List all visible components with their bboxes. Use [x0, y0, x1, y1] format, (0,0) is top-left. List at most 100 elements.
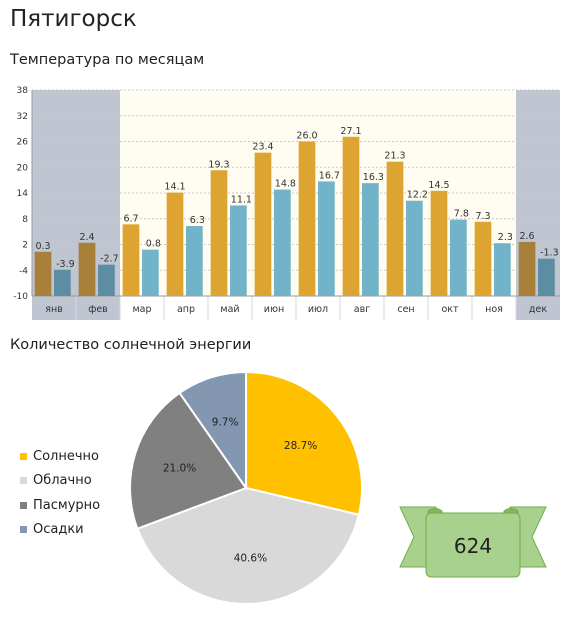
category-label-band — [120, 296, 164, 320]
legend-label-precipitation: Осадки — [33, 522, 84, 538]
pie-slice-sunny — [245, 370, 363, 516]
category-label-band — [472, 296, 516, 320]
data-label: 7.8 — [454, 209, 469, 220]
bar-high — [166, 192, 184, 296]
data-label: -1.3 — [540, 248, 559, 259]
pie-slice-overcast — [130, 391, 248, 530]
page-title: Пятигорск — [10, 6, 137, 32]
data-label: 26.0 — [296, 131, 317, 142]
data-label: 21.3 — [384, 151, 405, 162]
data-label: 19.3 — [208, 159, 229, 170]
pie-label: 28.7% — [284, 440, 317, 452]
category-label: май — [220, 304, 239, 315]
bar-low — [230, 205, 247, 296]
bar-high — [254, 152, 272, 296]
legend-swatch-cloudy — [20, 477, 27, 485]
category-label: апр — [177, 304, 195, 315]
bar-high — [78, 242, 96, 296]
pie-label: 40.6% — [234, 552, 267, 564]
data-label: 2.4 — [79, 232, 94, 243]
y-tick-label: 2 — [22, 241, 28, 251]
y-tick-label: -4 — [19, 266, 28, 276]
category-label: окт — [441, 304, 459, 315]
pie-legend: Солнечно Облачно Пасмурно Осадки — [20, 444, 100, 542]
y-tick-label: 38 — [17, 86, 29, 96]
category-label: дек — [529, 304, 547, 315]
bar-low — [54, 269, 71, 296]
bar-low — [142, 249, 159, 296]
category-label: мар — [132, 304, 151, 315]
legend-label-overcast: Пасмурно — [33, 497, 101, 513]
bar-low — [186, 226, 203, 296]
y-tick-label: 8 — [22, 215, 28, 225]
data-label: 11.1 — [231, 194, 252, 205]
pie-label: 9.7% — [212, 417, 239, 429]
data-label: 16.7 — [319, 170, 340, 181]
category-label: фев — [88, 304, 108, 315]
bar-high — [430, 190, 448, 296]
legend-item-sunny: Солнечно — [20, 444, 100, 469]
data-label: 12.2 — [407, 190, 428, 201]
legend-label-sunny: Солнечно — [33, 448, 99, 464]
pie-slice-cloudy — [136, 486, 361, 605]
category-label: авг — [354, 304, 370, 315]
bar-low — [362, 183, 379, 296]
data-label: -3.9 — [56, 259, 75, 270]
data-label: 14.5 — [428, 180, 449, 191]
ribbon-body — [425, 512, 521, 578]
data-label: 0.8 — [146, 239, 161, 250]
category-label-band — [428, 296, 472, 320]
category-label-band — [32, 296, 76, 320]
pie-slice-precipitation — [178, 370, 247, 492]
bar-high — [298, 141, 316, 296]
y-tick-label: 26 — [17, 138, 29, 148]
solar-section-title: Количество солнечной энергии — [10, 337, 252, 353]
bar-high — [122, 224, 140, 296]
y-tick-label: 20 — [17, 163, 29, 173]
bar-low — [494, 243, 511, 296]
data-label: 6.7 — [123, 213, 138, 224]
bar-high — [474, 221, 492, 296]
bar-high — [342, 136, 360, 296]
ribbon-value: 624 — [454, 534, 492, 558]
legend-label-cloudy: Облачно — [33, 473, 92, 489]
bar-high — [518, 241, 536, 296]
data-label: 7.3 — [475, 211, 490, 222]
bar-low — [450, 219, 467, 296]
bar-high — [386, 161, 404, 296]
category-label-band — [252, 296, 296, 320]
data-label: 27.1 — [340, 126, 361, 137]
data-label: 2.6 — [519, 231, 534, 242]
data-label: 0.3 — [35, 241, 50, 252]
data-label: -2.7 — [100, 254, 119, 265]
category-label-band — [76, 296, 120, 320]
category-label-band — [340, 296, 384, 320]
sunny-days-ribbon: 624 — [399, 506, 547, 578]
category-label: ноя — [485, 304, 503, 315]
category-label-band — [516, 296, 560, 320]
temperature-chart: -10 -4 2 8 14 20 26 32 38 0.3 -3.9 янв 2.4 -2.7 фев 6.7… — [13, 86, 560, 320]
y-tick-label: 32 — [17, 112, 28, 122]
legend-item-precipitation: Осадки — [20, 518, 100, 543]
category-label: сен — [397, 304, 414, 315]
category-label-band — [208, 296, 252, 320]
legend-swatch-overcast — [20, 501, 27, 509]
bar-high — [210, 170, 228, 296]
bar-low — [538, 258, 555, 296]
bar-low — [406, 200, 423, 296]
bar-low — [274, 189, 291, 296]
category-label-band — [384, 296, 428, 320]
y-tick-label: 14 — [17, 189, 29, 199]
category-label-band — [164, 296, 208, 320]
data-label: 6.3 — [190, 215, 205, 226]
bar-low — [318, 181, 335, 296]
legend-item-overcast: Пасмурно — [20, 493, 100, 518]
category-label: июл — [308, 304, 328, 315]
legend-swatch-precipitation — [20, 526, 27, 534]
y-tick-label: -10 — [13, 292, 28, 302]
category-label: янв — [45, 304, 63, 315]
temperature-section-title: Температура по месяцам — [10, 52, 205, 68]
data-label: 14.8 — [275, 179, 296, 190]
pie-label: 21.0% — [163, 462, 196, 474]
category-label-band — [296, 296, 340, 320]
